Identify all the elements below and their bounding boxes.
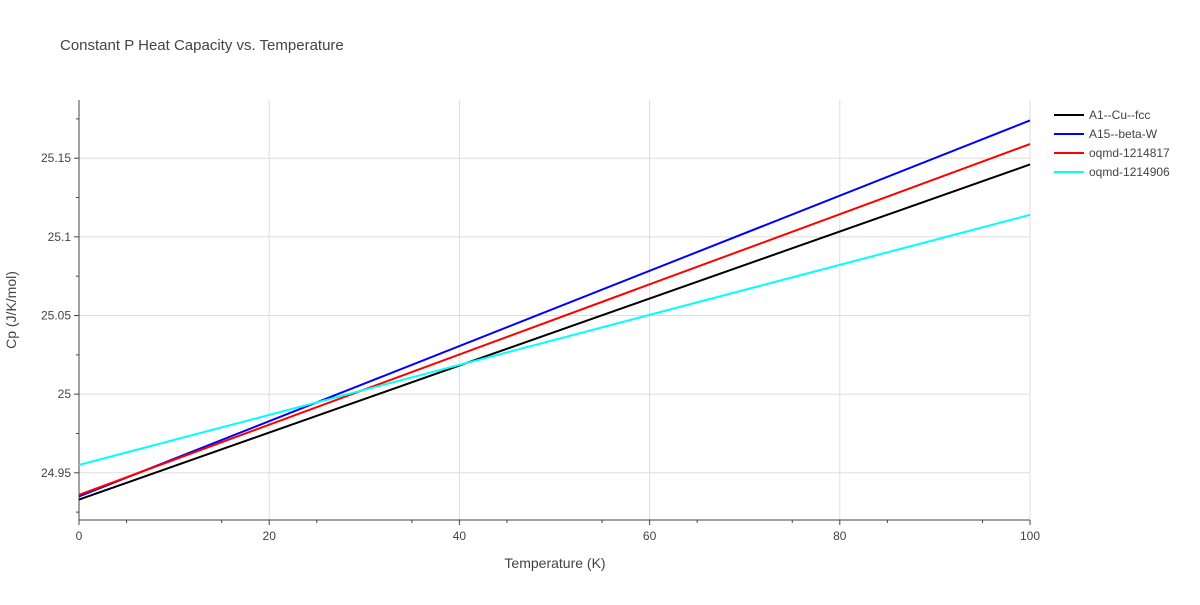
x-ticks: 0 20 40 60 80 100 xyxy=(76,520,1040,543)
y-tick-label: 25 xyxy=(58,387,72,401)
x-gridlines xyxy=(268,100,1031,520)
legend-label: oqmd-1214906 xyxy=(1089,165,1170,179)
axes xyxy=(78,100,1030,521)
x-tick-label: 100 xyxy=(1020,529,1040,543)
series-line-a15-beta-w xyxy=(78,119,1031,498)
y-tick-label: 25.05 xyxy=(41,309,71,323)
series-line-oqmd-1214817 xyxy=(78,143,1031,496)
x-tick-label: 20 xyxy=(263,529,277,543)
y-ticks: 24.95 25 25.05 25.1 25.15 xyxy=(41,118,79,513)
y-axis-title: Cp (J/K/mol) xyxy=(3,271,19,349)
x-tick-label: 80 xyxy=(833,529,847,543)
x-tick-label: 40 xyxy=(453,529,467,543)
legend-label: oqmd-1214817 xyxy=(1089,146,1170,160)
legend: A1--Cu--fcc A15--beta-W oqmd-1214817 oqmd-1… xyxy=(1054,108,1170,179)
x-axis-title: Temperature (K) xyxy=(504,555,605,571)
y-gridlines xyxy=(79,157,1030,474)
series-lines xyxy=(78,119,1031,501)
x-tick-label: 0 xyxy=(76,529,83,543)
y-tick-label: 24.95 xyxy=(41,466,71,480)
legend-label: A1--Cu--fcc xyxy=(1089,108,1150,122)
series-line-a1-cu-fcc xyxy=(78,163,1031,501)
legend-label: A15--beta-W xyxy=(1089,127,1158,141)
series-line-oqmd-1214906 xyxy=(78,213,1031,466)
chart-title: Constant P Heat Capacity vs. Temperature xyxy=(60,37,344,54)
y-tick-label: 25.1 xyxy=(48,230,72,244)
x-tick-label: 60 xyxy=(643,529,657,543)
y-tick-label: 25.15 xyxy=(41,151,71,165)
